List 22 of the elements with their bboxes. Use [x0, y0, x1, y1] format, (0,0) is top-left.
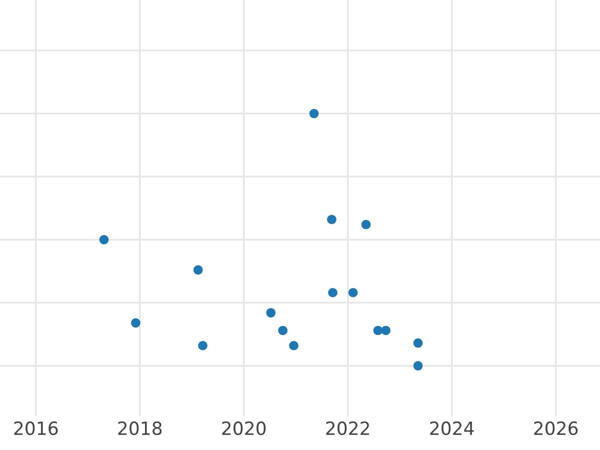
point: [327, 214, 336, 224]
point: [381, 326, 390, 336]
point: [348, 288, 358, 298]
point: [198, 340, 208, 350]
point: [413, 338, 423, 348]
point: [289, 340, 298, 350]
x-tick-label: 2026: [534, 421, 578, 436]
point: [99, 235, 109, 244]
point: [266, 308, 276, 318]
point: [278, 326, 288, 336]
point: [309, 108, 319, 118]
point: [328, 288, 338, 298]
point: [193, 265, 203, 275]
x-tick-label: 2024: [430, 421, 474, 436]
point: [131, 318, 140, 328]
x-tick-label: 2018: [118, 421, 162, 436]
x-tick-label: 2022: [326, 421, 369, 436]
x-tick-label: 2020: [222, 421, 266, 436]
x-tick-label: 2016: [14, 421, 58, 436]
point: [373, 326, 383, 336]
point: [361, 220, 371, 230]
point: [413, 361, 423, 370]
